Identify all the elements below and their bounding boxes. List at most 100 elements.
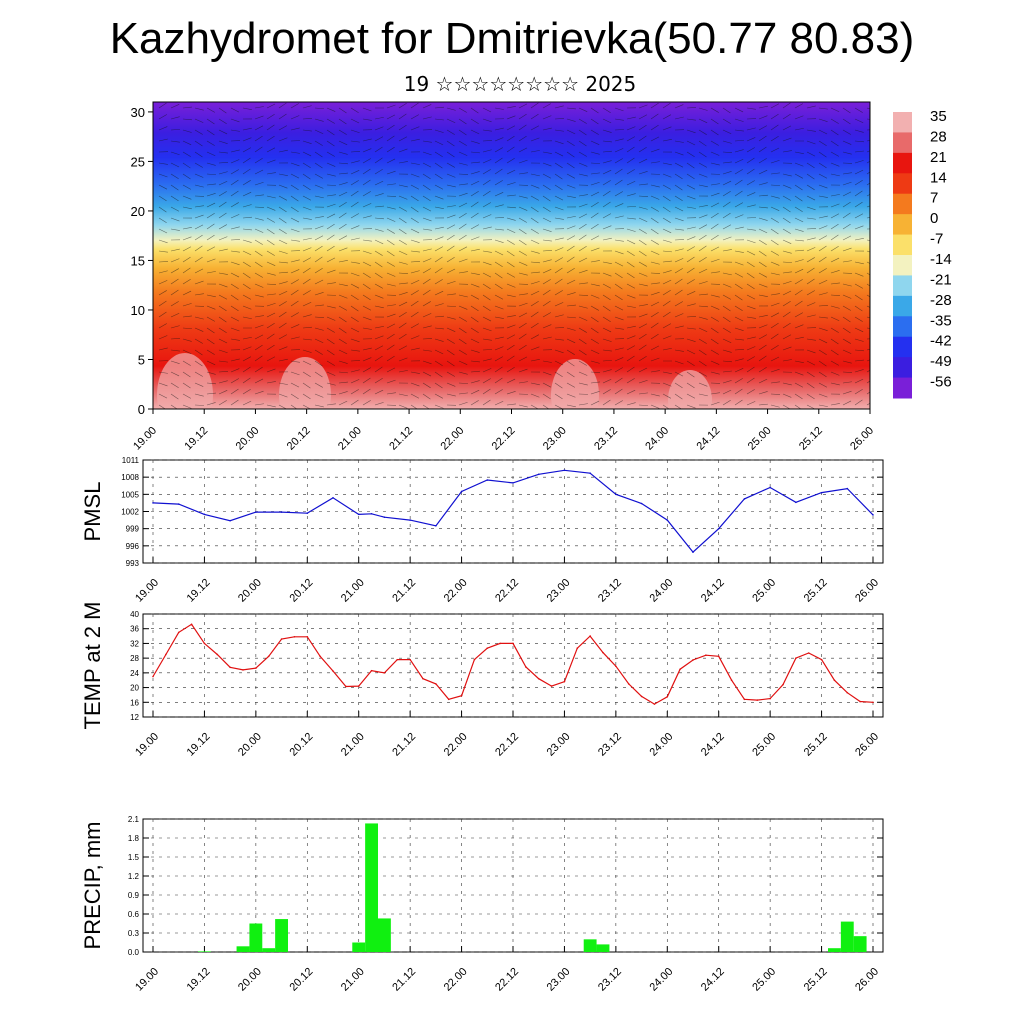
wind-barb xyxy=(482,399,491,406)
colorbar-label: 28 xyxy=(930,128,947,145)
wind-barb xyxy=(254,334,264,340)
wind-barb xyxy=(866,391,870,395)
wind-barb xyxy=(278,173,288,176)
wind-barb xyxy=(458,212,467,219)
wind-barb xyxy=(398,217,407,224)
wind-barb xyxy=(290,279,299,285)
wind-barb xyxy=(662,139,672,142)
wind-barb xyxy=(830,140,839,147)
colorbar-box xyxy=(893,214,912,236)
wind-barb xyxy=(290,127,300,131)
wind-barb xyxy=(830,203,840,208)
wind-barb xyxy=(158,195,167,202)
wind-barb xyxy=(386,304,396,307)
wind-barb xyxy=(782,322,791,329)
wind-barb xyxy=(602,160,612,164)
wind-barb xyxy=(170,173,179,180)
colorbar-box xyxy=(893,295,912,317)
wind-barb xyxy=(686,404,696,409)
wind-barb xyxy=(698,107,708,111)
wind-barb xyxy=(650,217,659,224)
wind-barb xyxy=(494,283,503,290)
wind-barb xyxy=(374,261,383,268)
wind-barb xyxy=(566,393,576,398)
wind-barb xyxy=(386,272,396,277)
wind-barb xyxy=(218,390,228,395)
wind-barb xyxy=(686,360,695,367)
wind-barb xyxy=(242,366,251,373)
wind-barb xyxy=(326,234,335,241)
wind-barb xyxy=(518,124,527,131)
wind-barb xyxy=(518,239,527,246)
wind-barb xyxy=(494,250,504,256)
wind-barb xyxy=(278,184,288,189)
wind-barb xyxy=(542,289,551,296)
wind-barb xyxy=(854,399,863,406)
wind-barb xyxy=(434,360,443,366)
wind-barb xyxy=(710,294,720,298)
wind-barb xyxy=(854,140,864,143)
wind-barb xyxy=(746,168,755,175)
wind-barb xyxy=(254,169,264,175)
wind-barb xyxy=(494,228,504,231)
wind-barb xyxy=(290,360,300,363)
wind-barb xyxy=(638,183,648,186)
wind-barb xyxy=(506,283,516,288)
wind-barb xyxy=(362,118,372,121)
wind-barb xyxy=(518,312,528,318)
wind-barb xyxy=(434,162,443,169)
wind-barb xyxy=(338,235,348,241)
wind-barb xyxy=(566,316,576,319)
wind-barb xyxy=(158,217,167,224)
wind-barb xyxy=(638,228,647,234)
wind-barb xyxy=(602,378,612,384)
wind-barb xyxy=(374,355,383,362)
wind-barb xyxy=(194,107,204,111)
wind-barb xyxy=(230,226,240,230)
wind-barb xyxy=(782,150,792,153)
x-tick-label: 19.12 xyxy=(182,425,210,453)
wind-barb xyxy=(818,316,828,319)
wind-barb xyxy=(386,392,396,395)
data-point xyxy=(383,672,386,674)
wind-barb xyxy=(590,223,599,230)
wind-barb xyxy=(542,228,552,233)
wind-barb xyxy=(806,173,815,180)
wind-barb xyxy=(182,382,191,389)
precip-bar xyxy=(262,948,276,952)
wind-barb xyxy=(674,228,684,231)
wind-barb xyxy=(794,249,804,252)
wind-barb xyxy=(542,269,552,274)
wind-barb xyxy=(770,261,780,266)
wind-barb xyxy=(182,162,191,169)
data-point xyxy=(653,703,656,705)
wind-barb xyxy=(266,381,276,384)
data-point xyxy=(267,655,270,658)
data-point xyxy=(383,516,386,519)
wind-barb xyxy=(158,138,168,142)
wind-barb xyxy=(482,214,492,219)
wind-barb xyxy=(674,140,684,143)
wind-barb xyxy=(350,213,359,219)
wind-barb xyxy=(614,367,623,373)
wind-barb xyxy=(506,378,516,384)
data-point xyxy=(769,697,771,700)
wind-barb xyxy=(638,404,648,406)
wind-barb xyxy=(686,184,696,190)
wind-barb xyxy=(278,382,288,385)
wind-barb xyxy=(182,246,192,252)
wind-barb xyxy=(734,349,744,351)
wind-barb xyxy=(698,371,708,377)
wind-barb xyxy=(650,136,660,142)
wind-barb xyxy=(338,316,347,323)
wind-barb xyxy=(614,327,624,330)
wind-barb xyxy=(398,206,407,212)
wind-barb xyxy=(794,360,804,363)
wind-barb xyxy=(566,107,576,110)
wind-barb xyxy=(338,327,347,334)
wind-barb xyxy=(794,259,804,263)
wind-barb xyxy=(782,280,792,285)
wind-barb xyxy=(374,217,384,220)
wind-barb xyxy=(410,335,420,340)
wind-barb xyxy=(614,179,623,186)
